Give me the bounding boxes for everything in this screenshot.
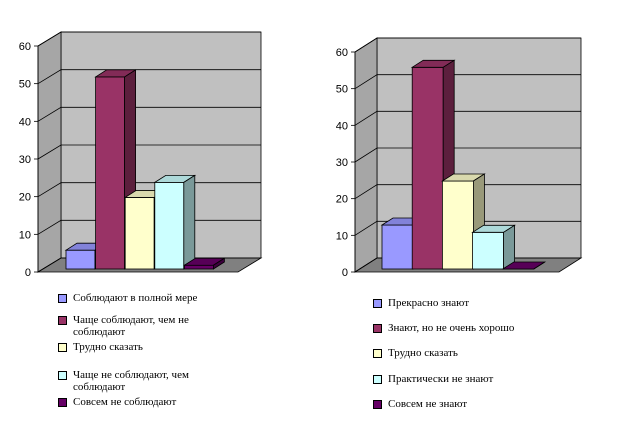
legend-item: Совсем не соблюдают <box>58 396 176 408</box>
legend-label: Прекрасно знают <box>388 297 470 309</box>
y-tick-label: 60 <box>336 47 348 59</box>
bar-front <box>95 76 125 270</box>
bar-front <box>183 264 214 270</box>
bar <box>471 224 516 270</box>
y-tick-label: 0 <box>342 267 348 279</box>
legend-swatch <box>373 400 382 409</box>
bar-front <box>381 224 414 270</box>
legend-swatch <box>373 349 382 358</box>
legend-item: Чаще не соблюдают, чем соблюдают <box>58 369 233 393</box>
legend-swatch <box>373 375 382 384</box>
gridline <box>354 110 581 126</box>
legend-label: Трудно сказать <box>388 347 458 359</box>
bar-front <box>65 249 96 270</box>
y-tick-label: 50 <box>19 79 31 91</box>
legend-label: Чаще соблюдают, чем не соблюдают <box>73 314 189 338</box>
gridline <box>37 69 261 85</box>
legend-swatch <box>373 299 382 308</box>
bar <box>153 174 197 270</box>
bar-front <box>124 197 155 270</box>
legend-item: Трудно сказать <box>58 341 143 353</box>
legend-item: Чаще соблюдают, чем не соблюдают <box>58 314 233 338</box>
gridline <box>37 31 261 47</box>
gridline <box>354 184 581 200</box>
legend-swatch <box>58 371 67 380</box>
gridline <box>354 220 581 236</box>
gridline <box>354 37 581 53</box>
legend-label: Знают, но не очень хорошо <box>388 322 515 334</box>
legend-item: Знают, но не очень хорошо <box>373 322 514 334</box>
bar-side <box>212 257 225 270</box>
bar-side <box>533 261 546 270</box>
bar <box>441 173 486 270</box>
y-tick-label: 10 <box>336 230 348 242</box>
legend-swatch <box>58 343 67 352</box>
y-tick-label: 50 <box>336 84 348 96</box>
legend-label: Практически не знают <box>388 373 494 385</box>
legend-item: Соблюдают в полной мере <box>58 292 197 304</box>
legend-item: Совсем не знают <box>373 398 467 410</box>
bar-side <box>183 174 196 270</box>
y-tick-label: 60 <box>19 41 31 53</box>
left-chart: 0 10 20 30 40 50 60 <box>19 31 263 279</box>
bar-front <box>441 180 474 270</box>
gridline <box>37 144 261 160</box>
legend-label: Трудно сказать <box>73 341 143 353</box>
legend-item: Трудно сказать <box>373 347 458 359</box>
gridline <box>354 147 581 163</box>
bar <box>501 261 547 270</box>
legend-label: Совсем не знают <box>388 398 468 410</box>
y-tick-label: 30 <box>336 157 348 169</box>
legend-label: Чаще не соблюдают, чем соблюдают <box>73 369 189 393</box>
y-tick-label: 20 <box>336 194 348 206</box>
legend-swatch <box>373 324 382 333</box>
legend-swatch <box>58 398 67 407</box>
legend-item: Прекрасно знают <box>373 297 469 309</box>
gridline <box>37 106 261 122</box>
legend-swatch <box>58 316 67 325</box>
legend-item: Практически не знают <box>373 373 493 385</box>
y-tick-label: 40 <box>336 120 348 132</box>
right-chart: 0 10 20 30 40 50 60 <box>336 37 583 279</box>
y-tick-label: 40 <box>19 116 31 128</box>
y-tick-label: 20 <box>19 192 31 204</box>
y-tick-label: 10 <box>19 229 31 241</box>
bar <box>183 257 226 270</box>
y-tick-label: 0 <box>25 267 31 279</box>
legend-swatch <box>58 294 67 303</box>
bar-front <box>472 231 505 270</box>
legend-label: Соблюдают в полной мере <box>73 292 198 304</box>
legend-label: Совсем не соблюдают <box>73 396 177 408</box>
gridline <box>354 74 581 90</box>
bar-front <box>411 66 444 270</box>
y-tick-label: 30 <box>19 154 31 166</box>
bar-front <box>154 181 185 270</box>
